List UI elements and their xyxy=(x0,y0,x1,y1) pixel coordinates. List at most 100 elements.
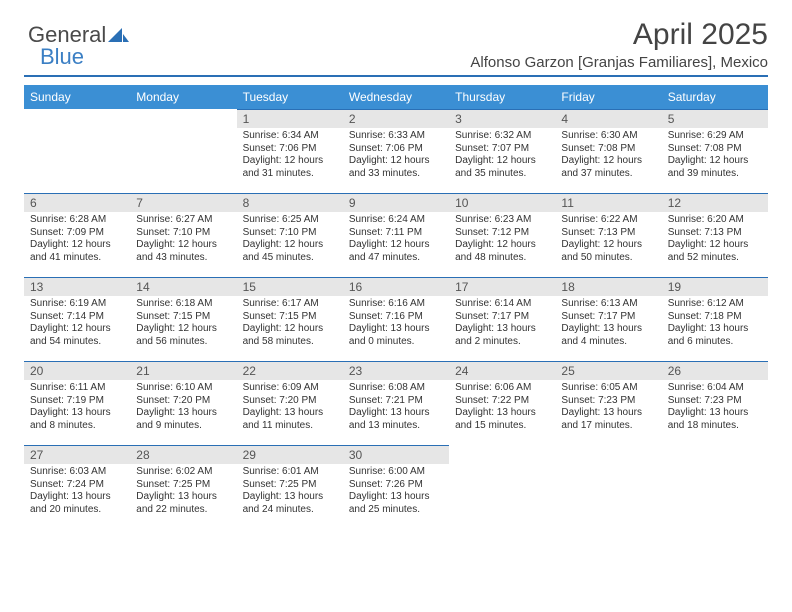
daylight-line2: and 20 minutes. xyxy=(30,504,124,517)
calendar-cell: 17Sunrise: 6:14 AMSunset: 7:17 PMDayligh… xyxy=(449,277,555,361)
daylight-line2: and 25 minutes. xyxy=(349,504,443,517)
day-details: Sunrise: 6:27 AMSunset: 7:10 PMDaylight:… xyxy=(130,212,236,268)
calendar-cell: 24Sunrise: 6:06 AMSunset: 7:22 PMDayligh… xyxy=(449,361,555,445)
col-wednesday: Wednesday xyxy=(343,85,449,109)
day-details: Sunrise: 6:28 AMSunset: 7:09 PMDaylight:… xyxy=(24,212,130,268)
day-details: Sunrise: 6:09 AMSunset: 7:20 PMDaylight:… xyxy=(237,380,343,436)
day-number: 10 xyxy=(449,193,555,212)
calendar-cell: 20Sunrise: 6:11 AMSunset: 7:19 PMDayligh… xyxy=(24,361,130,445)
calendar-cell: 27Sunrise: 6:03 AMSunset: 7:24 PMDayligh… xyxy=(24,445,130,529)
sunset-text: Sunset: 7:06 PM xyxy=(349,143,443,156)
sunrise-text: Sunrise: 6:22 AM xyxy=(561,214,655,227)
day-number: 28 xyxy=(130,445,236,464)
daylight-line2: and 15 minutes. xyxy=(455,420,549,433)
daylight-line1: Daylight: 13 hours xyxy=(30,407,124,420)
daylight-line1: Daylight: 12 hours xyxy=(561,155,655,168)
calendar-cell: 22Sunrise: 6:09 AMSunset: 7:20 PMDayligh… xyxy=(237,361,343,445)
daylight-line2: and 2 minutes. xyxy=(455,336,549,349)
sunrise-text: Sunrise: 6:27 AM xyxy=(136,214,230,227)
calendar-cell: 30Sunrise: 6:00 AMSunset: 7:26 PMDayligh… xyxy=(343,445,449,529)
day-details: Sunrise: 6:05 AMSunset: 7:23 PMDaylight:… xyxy=(555,380,661,436)
calendar-cell: 21Sunrise: 6:10 AMSunset: 7:20 PMDayligh… xyxy=(130,361,236,445)
daylight-line2: and 54 minutes. xyxy=(30,336,124,349)
daylight-line2: and 35 minutes. xyxy=(455,168,549,181)
sunrise-text: Sunrise: 6:04 AM xyxy=(668,382,762,395)
day-details: Sunrise: 6:25 AMSunset: 7:10 PMDaylight:… xyxy=(237,212,343,268)
sunrise-text: Sunrise: 6:19 AM xyxy=(30,298,124,311)
day-number: 2 xyxy=(343,109,449,128)
sunrise-text: Sunrise: 6:32 AM xyxy=(455,130,549,143)
daylight-line2: and 6 minutes. xyxy=(668,336,762,349)
daylight-line1: Daylight: 13 hours xyxy=(455,323,549,336)
calendar-cell: 7Sunrise: 6:27 AMSunset: 7:10 PMDaylight… xyxy=(130,193,236,277)
day-details: Sunrise: 6:24 AMSunset: 7:11 PMDaylight:… xyxy=(343,212,449,268)
sunset-text: Sunset: 7:17 PM xyxy=(561,311,655,324)
calendar-cell: 14Sunrise: 6:18 AMSunset: 7:15 PMDayligh… xyxy=(130,277,236,361)
day-details: Sunrise: 6:11 AMSunset: 7:19 PMDaylight:… xyxy=(24,380,130,436)
sunrise-text: Sunrise: 6:16 AM xyxy=(349,298,443,311)
day-number: 17 xyxy=(449,277,555,296)
sunset-text: Sunset: 7:15 PM xyxy=(136,311,230,324)
sunset-text: Sunset: 7:08 PM xyxy=(668,143,762,156)
sunrise-text: Sunrise: 6:23 AM xyxy=(455,214,549,227)
daylight-line2: and 58 minutes. xyxy=(243,336,337,349)
sunrise-text: Sunrise: 6:14 AM xyxy=(455,298,549,311)
page-header: April 2025 Alfonso Garzon [Granjas Famil… xyxy=(24,18,768,77)
daylight-line1: Daylight: 13 hours xyxy=(349,491,443,504)
calendar-cell: 18Sunrise: 6:13 AMSunset: 7:17 PMDayligh… xyxy=(555,277,661,361)
day-number: 27 xyxy=(24,445,130,464)
sunrise-text: Sunrise: 6:25 AM xyxy=(243,214,337,227)
calendar-cell: 16Sunrise: 6:16 AMSunset: 7:16 PMDayligh… xyxy=(343,277,449,361)
sunrise-text: Sunrise: 6:08 AM xyxy=(349,382,443,395)
daylight-line1: Daylight: 12 hours xyxy=(349,239,443,252)
sunset-text: Sunset: 7:20 PM xyxy=(136,395,230,408)
day-number: 12 xyxy=(662,193,768,212)
calendar-cell xyxy=(449,445,555,529)
sunset-text: Sunset: 7:10 PM xyxy=(243,227,337,240)
sunrise-text: Sunrise: 6:06 AM xyxy=(455,382,549,395)
daylight-line1: Daylight: 12 hours xyxy=(30,239,124,252)
calendar-header-row: Sunday Monday Tuesday Wednesday Thursday… xyxy=(24,85,768,109)
daylight-line1: Daylight: 12 hours xyxy=(455,239,549,252)
logo-sail-icon xyxy=(108,26,130,44)
day-details: Sunrise: 6:20 AMSunset: 7:13 PMDaylight:… xyxy=(662,212,768,268)
day-details: Sunrise: 6:16 AMSunset: 7:16 PMDaylight:… xyxy=(343,296,449,352)
col-tuesday: Tuesday xyxy=(237,85,343,109)
daylight-line2: and 43 minutes. xyxy=(136,252,230,265)
calendar-cell: 13Sunrise: 6:19 AMSunset: 7:14 PMDayligh… xyxy=(24,277,130,361)
day-details: Sunrise: 6:12 AMSunset: 7:18 PMDaylight:… xyxy=(662,296,768,352)
sunrise-text: Sunrise: 6:09 AM xyxy=(243,382,337,395)
day-number: 25 xyxy=(555,361,661,380)
calendar-row: 6Sunrise: 6:28 AMSunset: 7:09 PMDaylight… xyxy=(24,193,768,277)
day-number: 3 xyxy=(449,109,555,128)
daylight-line2: and 11 minutes. xyxy=(243,420,337,433)
day-details: Sunrise: 6:03 AMSunset: 7:24 PMDaylight:… xyxy=(24,464,130,520)
daylight-line2: and 52 minutes. xyxy=(668,252,762,265)
sunset-text: Sunset: 7:26 PM xyxy=(349,479,443,492)
day-number: 5 xyxy=(662,109,768,128)
daylight-line1: Daylight: 12 hours xyxy=(30,323,124,336)
daylight-line2: and 24 minutes. xyxy=(243,504,337,517)
daylight-line1: Daylight: 12 hours xyxy=(561,239,655,252)
daylight-line1: Daylight: 12 hours xyxy=(243,155,337,168)
sunset-text: Sunset: 7:15 PM xyxy=(243,311,337,324)
calendar-cell: 3Sunrise: 6:32 AMSunset: 7:07 PMDaylight… xyxy=(449,109,555,193)
calendar-cell: 2Sunrise: 6:33 AMSunset: 7:06 PMDaylight… xyxy=(343,109,449,193)
calendar-cell: 10Sunrise: 6:23 AMSunset: 7:12 PMDayligh… xyxy=(449,193,555,277)
daylight-line2: and 0 minutes. xyxy=(349,336,443,349)
calendar-cell xyxy=(555,445,661,529)
sunrise-text: Sunrise: 6:18 AM xyxy=(136,298,230,311)
daylight-line2: and 31 minutes. xyxy=(243,168,337,181)
calendar-table: Sunday Monday Tuesday Wednesday Thursday… xyxy=(24,85,768,529)
col-monday: Monday xyxy=(130,85,236,109)
daylight-line2: and 13 minutes. xyxy=(349,420,443,433)
day-number: 16 xyxy=(343,277,449,296)
sunset-text: Sunset: 7:06 PM xyxy=(243,143,337,156)
sunset-text: Sunset: 7:23 PM xyxy=(668,395,762,408)
sunrise-text: Sunrise: 6:11 AM xyxy=(30,382,124,395)
day-details: Sunrise: 6:23 AMSunset: 7:12 PMDaylight:… xyxy=(449,212,555,268)
day-details: Sunrise: 6:17 AMSunset: 7:15 PMDaylight:… xyxy=(237,296,343,352)
day-details: Sunrise: 6:19 AMSunset: 7:14 PMDaylight:… xyxy=(24,296,130,352)
calendar-cell: 25Sunrise: 6:05 AMSunset: 7:23 PMDayligh… xyxy=(555,361,661,445)
day-number: 22 xyxy=(237,361,343,380)
